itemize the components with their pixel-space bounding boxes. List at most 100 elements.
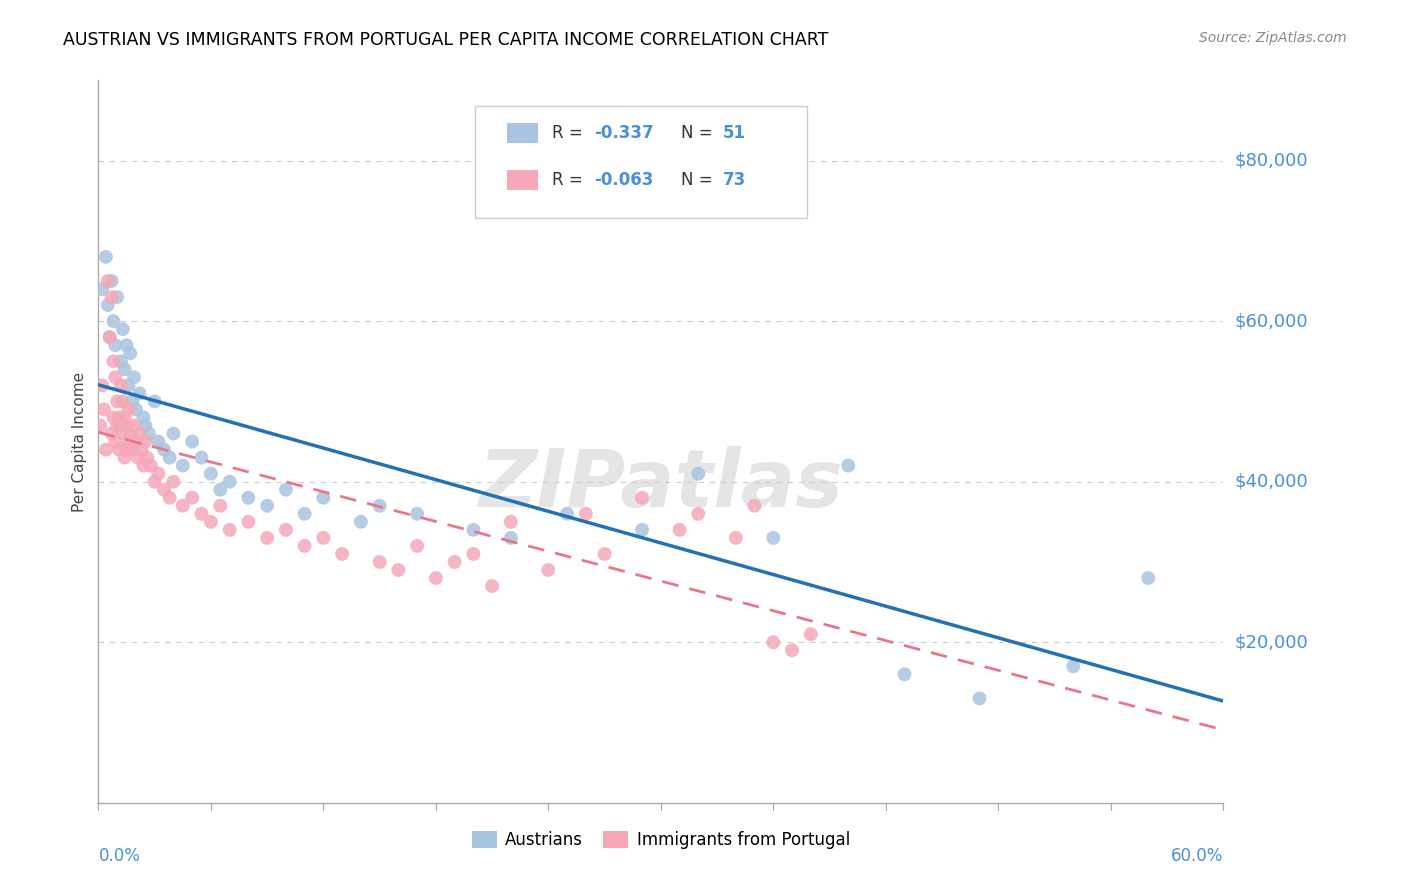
Y-axis label: Per Capita Income: Per Capita Income (72, 371, 87, 512)
Point (131, 442, 153, 457)
Point (111, 322, 134, 336)
Text: 73: 73 (723, 171, 747, 189)
Point (537, 563, 560, 577)
Point (499, 531, 522, 545)
Text: $80,000: $80,000 (1234, 152, 1308, 169)
Point (837, 458, 859, 473)
Point (121, 394, 143, 409)
Point (159, 450, 181, 465)
Text: $40,000: $40,000 (1234, 473, 1308, 491)
Point (103, 354, 125, 368)
Text: N =: N = (681, 171, 718, 189)
FancyBboxPatch shape (475, 105, 807, 218)
Point (744, 499, 766, 513)
Point (120, 346, 142, 360)
Point (481, 579, 503, 593)
Text: -0.063: -0.063 (595, 171, 654, 189)
Point (104, 338, 127, 352)
Point (190, 507, 212, 521)
Point (153, 442, 176, 457)
Point (218, 475, 240, 489)
Point (330, 547, 353, 561)
Point (200, 515, 222, 529)
Point (138, 426, 160, 441)
Text: 0.0%: 0.0% (98, 847, 141, 865)
Point (91, 282, 114, 296)
Text: AUSTRIAN VS IMMIGRANTS FROM PORTUGAL PER CAPITA INCOME CORRELATION CHART: AUSTRIAN VS IMMIGRANTS FROM PORTUGAL PER… (63, 31, 828, 49)
Point (555, 507, 578, 521)
Point (108, 442, 131, 457)
Point (800, 627, 823, 641)
Point (103, 314, 125, 328)
Point (218, 523, 240, 537)
Point (148, 434, 170, 449)
Point (368, 555, 391, 569)
Point (463, 523, 485, 537)
Point (94, 250, 117, 264)
Point (93, 402, 115, 417)
Text: Source: ZipAtlas.com: Source: ZipAtlas.com (1199, 31, 1347, 45)
Point (893, 667, 915, 681)
Point (969, 691, 991, 706)
Point (134, 418, 156, 433)
Point (98, 330, 121, 344)
Point (97, 298, 120, 312)
Point (368, 499, 391, 513)
Point (127, 450, 149, 465)
Point (200, 467, 222, 481)
Point (1137, 571, 1160, 585)
Point (499, 515, 522, 529)
Point (114, 362, 136, 376)
Point (294, 539, 316, 553)
Point (100, 274, 122, 288)
Point (406, 539, 429, 553)
Point (688, 507, 710, 521)
Point (762, 531, 785, 545)
Legend: Austrians, Immigrants from Portugal: Austrians, Immigrants from Portugal (465, 824, 856, 856)
Point (117, 378, 139, 392)
Text: N =: N = (681, 124, 718, 142)
Point (104, 434, 127, 449)
Point (256, 531, 278, 545)
Point (114, 410, 136, 425)
Point (128, 386, 150, 401)
Point (105, 394, 128, 409)
Point (143, 394, 166, 409)
Point (122, 418, 145, 433)
Point (125, 402, 148, 417)
Point (181, 434, 204, 449)
Point (425, 571, 447, 585)
Point (294, 507, 316, 521)
Point (148, 467, 170, 481)
Text: R =: R = (551, 124, 588, 142)
Point (100, 426, 122, 441)
Point (780, 643, 803, 657)
Text: ZIPatlas: ZIPatlas (478, 446, 844, 524)
Text: $20,000: $20,000 (1234, 633, 1308, 651)
Point (406, 507, 429, 521)
Point (238, 491, 260, 505)
Point (125, 434, 148, 449)
Point (593, 547, 616, 561)
Point (111, 426, 134, 441)
Point (312, 531, 335, 545)
Point (668, 523, 690, 537)
Point (139, 458, 162, 473)
Point (132, 458, 155, 473)
Point (110, 354, 132, 368)
Point (100, 290, 122, 304)
Point (121, 442, 143, 457)
Point (134, 434, 156, 449)
Point (91, 378, 114, 392)
Point (162, 475, 184, 489)
Point (117, 434, 139, 449)
Point (274, 523, 297, 537)
Point (136, 450, 159, 465)
Point (238, 515, 260, 529)
Text: $60,000: $60,000 (1234, 312, 1308, 330)
Point (89, 418, 111, 433)
Point (209, 499, 232, 513)
Point (94, 442, 117, 457)
Point (181, 491, 204, 505)
Point (153, 483, 176, 497)
